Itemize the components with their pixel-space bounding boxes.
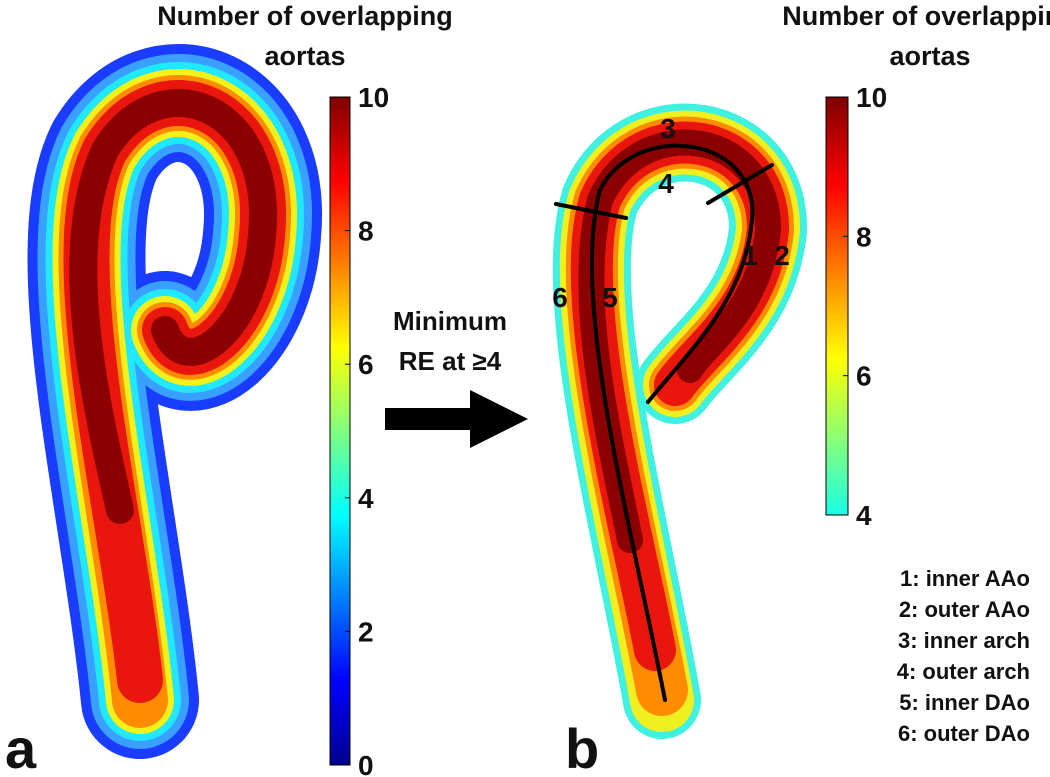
colorbar-title: aortas — [264, 41, 345, 71]
panel-label: a — [5, 717, 37, 777]
region-label: 1 — [742, 240, 758, 271]
region-label: 6 — [552, 282, 568, 313]
region-label: 3 — [660, 113, 676, 144]
colorbar-tick-label: 8 — [856, 221, 872, 252]
colorbar-title: aortas — [889, 41, 970, 71]
aorta-image-b — [552, 103, 807, 739]
legend-entry: 5: inner DAo — [899, 690, 1030, 715]
colorbar-tick-label: 0 — [358, 750, 374, 777]
colorbar-tick-label: 10 — [856, 82, 887, 113]
colorbar-tick-label: 8 — [358, 216, 374, 247]
colorbar-tick-label: 4 — [358, 483, 374, 514]
colorbar-title: Number of overlapping — [782, 1, 1050, 31]
legend-entry: 1: inner AAo — [900, 566, 1030, 591]
colorbar-tick-label: 6 — [856, 361, 872, 392]
panel-label: b — [565, 717, 599, 777]
aorta-image-a — [27, 44, 322, 759]
colorbar — [825, 96, 849, 516]
legend-entry: 2: outer AAo — [899, 597, 1030, 622]
legend-entry: 4: outer arch — [897, 659, 1030, 684]
region-label: 4 — [658, 168, 674, 199]
region-label: 5 — [602, 282, 618, 313]
legend-entry: 3: inner arch — [898, 628, 1030, 653]
arrow-text: Minimum — [393, 306, 507, 336]
arrow — [385, 390, 528, 448]
legend-entry: 6: outer DAo — [898, 721, 1030, 746]
arrow-text: RE at ≥4 — [399, 346, 502, 376]
colorbar-tick-label: 4 — [856, 500, 872, 531]
colorbar-tick-label: 10 — [358, 82, 389, 113]
colorbar-title: Number of overlapping — [157, 1, 453, 31]
colorbar-tick-label: 2 — [358, 616, 374, 647]
region-label: 2 — [774, 240, 790, 271]
colorbar-tick-label: 6 — [358, 349, 374, 380]
colorbar — [329, 96, 351, 766]
